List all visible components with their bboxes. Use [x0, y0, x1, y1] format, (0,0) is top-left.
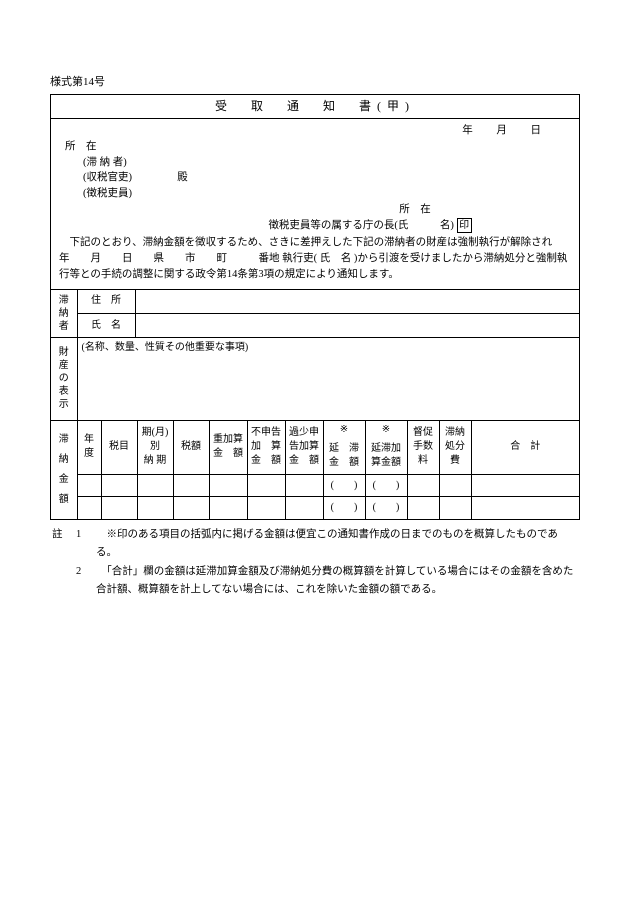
note-1-num: 1 [76, 526, 96, 562]
addressee-shuzei-row: (収税官吏) 殿 [65, 170, 571, 186]
hdr-entai: 延 滞金 額 [323, 438, 365, 474]
paren-1a: ( ) [323, 475, 365, 497]
date-line: 年 月 日 [59, 123, 571, 139]
note-1-body: ※印のある項目の括弧内に掲げる金額は便宜この通知書作成の日までのものを概算したも… [96, 526, 578, 562]
paren-2a: ( ) [323, 497, 365, 519]
date-year: 年 [462, 125, 473, 136]
body-text: 下記のとおり、滞納金額を徴収するため、さきに差押えした下記の滞納者の財産は強制執… [59, 233, 571, 282]
tbl1-side: 滞納者 [51, 290, 77, 338]
notes: 註 1 ※印のある項目の括弧内に掲げる金額は便宜この通知書作成の日までのものを概… [50, 520, 580, 607]
hdr-entaikasan: 延滞加算金額 [365, 438, 407, 474]
stamp-icon: 印 [457, 218, 472, 233]
page: 様式第14号 受 取 通 知 書(甲) 年 月 日 所 在 (滞 納 者) (収… [0, 0, 630, 916]
hdr-zeimoku: 税目 [101, 421, 137, 475]
hdr-juuka: 重加算金 額 [209, 421, 247, 475]
issuer-line: 徴税吏員等の属する庁の長(氏 名) [268, 220, 454, 231]
note-2-num: 2 [76, 563, 96, 599]
hdr-goukei: 合 計 [471, 421, 579, 475]
date-day: 日 [531, 125, 542, 136]
header-block: 年 月 日 所 在 (滞 納 者) (収税官吏) 殿 (徴税吏員) 所 在 徴税… [51, 119, 579, 290]
hdr-kibetsu: 期(月)別納 期 [137, 421, 173, 475]
note-2-body: 「合計」欄の金額は延滞加算金額及び滞納処分費の概算額を計算している場合にはその金… [96, 563, 578, 599]
tbl1-name-value [135, 314, 579, 338]
issuer-line-row: 徴税吏員等の属する庁の長(氏 名) 印 [59, 218, 571, 234]
hdr-kashou: 過少申告加算金 額 [285, 421, 323, 475]
hdr-fushinkoku: 不申告加 算金 額 [247, 421, 285, 475]
paren-1b: ( ) [365, 475, 407, 497]
hdr-nendo: 年度 [77, 421, 101, 475]
addressee-block: 所 在 (滞 納 者) (収税官吏) 殿 (徴税吏員) [59, 139, 571, 202]
hdr-shobun: 滞納処分費 [439, 421, 471, 475]
addressee-dono: 殿 [177, 172, 188, 183]
addressee-shuzei: (収税官吏) [83, 172, 132, 183]
addressee-shozai: 所 在 [65, 139, 571, 155]
form-number: 様式第14号 [50, 75, 580, 90]
hdr-tokusoku: 督促手数料 [407, 421, 439, 475]
table-kingaku: 滞納金額 年度 税目 期(月)別納 期 税額 重加算金 額 不申告加 算金 額 … [51, 421, 579, 519]
table-tainousha: 滞納者 住 所 氏 名 [51, 290, 579, 339]
tbl3-side: 滞納金額 [51, 421, 77, 519]
addressee-choshu: (徴税吏員) [65, 186, 571, 202]
note-1: 註 1 ※印のある項目の括弧内に掲げる金額は便宜この通知書作成の日までのものを概… [52, 526, 578, 562]
issuer-shozai: 所 在 [59, 202, 571, 218]
tbl1-addr-label: 住 所 [77, 290, 135, 314]
hdr-entai-star: ※ [323, 421, 365, 439]
note-label: 註 [52, 526, 76, 562]
paren-2b: ( ) [365, 497, 407, 519]
addressee-tainousha: (滞 納 者) [65, 155, 571, 171]
date-month: 月 [496, 125, 507, 136]
tbl2-note: (名称、数量、性質その他重要な事項) [77, 338, 579, 420]
tbl1-name-label: 氏 名 [77, 314, 135, 338]
form-outer: 受 取 通 知 書(甲) 年 月 日 所 在 (滞 納 者) (収税官吏) 殿 … [50, 94, 580, 519]
tbl2-side: 財産の表示 [51, 338, 77, 420]
table-zaisan: 財産の表示 (名称、数量、性質その他重要な事項) [51, 338, 579, 421]
hdr-zeigaku: 税額 [173, 421, 209, 475]
data-row-1: ( ) ( ) [51, 475, 579, 497]
tbl1-addr-value [135, 290, 579, 314]
form-title: 受 取 通 知 書(甲) [51, 95, 579, 119]
note-2: 2 「合計」欄の金額は延滞加算金額及び滞納処分費の概算額を計算している場合にはそ… [52, 563, 578, 599]
hdr-entaikasan-star: ※ [365, 421, 407, 439]
data-row-2: ( ) ( ) [51, 497, 579, 519]
